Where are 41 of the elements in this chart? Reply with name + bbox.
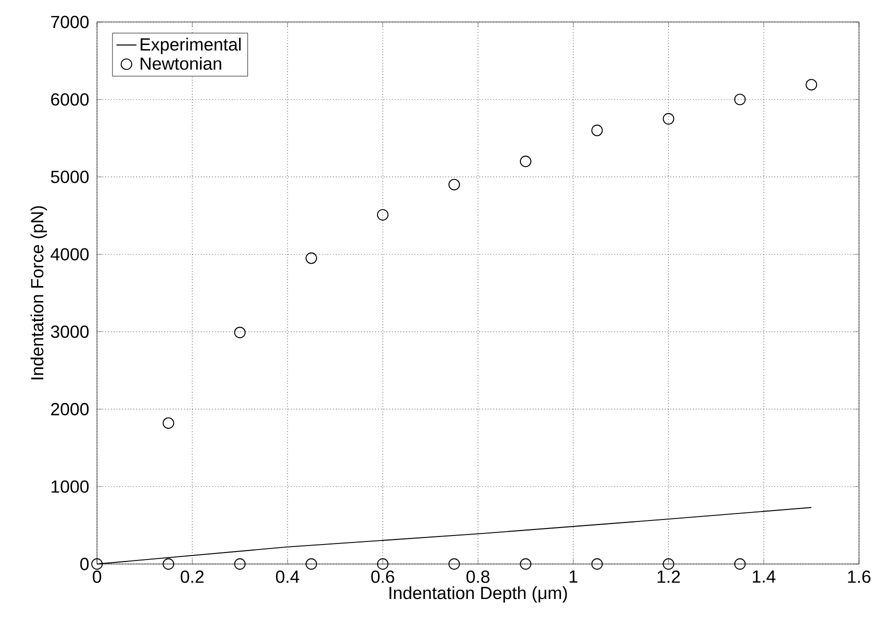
point (591, 558, 603, 570)
point (162, 558, 174, 570)
legend-label: Experimental (140, 38, 241, 54)
point (806, 78, 818, 90)
point (234, 326, 246, 338)
x-tick-label: 0 (92, 570, 102, 583)
point (448, 178, 460, 190)
point (162, 417, 174, 429)
point (520, 558, 532, 570)
point (662, 113, 674, 125)
point (377, 558, 388, 570)
point (448, 558, 460, 570)
point (734, 558, 746, 570)
x-tick-label: 1.2 (658, 570, 680, 583)
point (662, 558, 674, 570)
x-tick-label: 0.2 (180, 570, 204, 583)
y-tick-label: 7000 (51, 16, 89, 28)
y-tick-label: 1000 (52, 480, 89, 493)
x-axis-title: Indentation Depth (μm) (390, 586, 567, 603)
x-tick-label: 0.6 (371, 570, 394, 583)
point (91, 558, 103, 570)
y-axis-title: Indentation Force (pN) (30, 206, 47, 380)
point (520, 156, 532, 168)
point (591, 124, 603, 136)
y-tick-label: 2000 (51, 402, 89, 416)
y-tick-label: 5000 (50, 170, 89, 184)
legend-label: Newtonian (140, 56, 222, 70)
point (306, 252, 318, 264)
point (306, 558, 318, 570)
x-tick-label: 1 (570, 570, 578, 583)
y-tick-label: 6000 (51, 93, 89, 106)
y-tick-label: 3000 (50, 325, 89, 338)
x-tick-label: 0.4 (276, 570, 300, 583)
y-tick-label: 0 (80, 558, 89, 570)
point (234, 558, 246, 570)
point (377, 209, 388, 221)
point (734, 94, 746, 106)
y-tick-label: 4000 (50, 248, 89, 261)
x-tick-label: 1.6 (848, 570, 870, 583)
x-tick-label: 0.8 (466, 570, 490, 583)
x-tick-label: 1.4 (752, 570, 776, 583)
